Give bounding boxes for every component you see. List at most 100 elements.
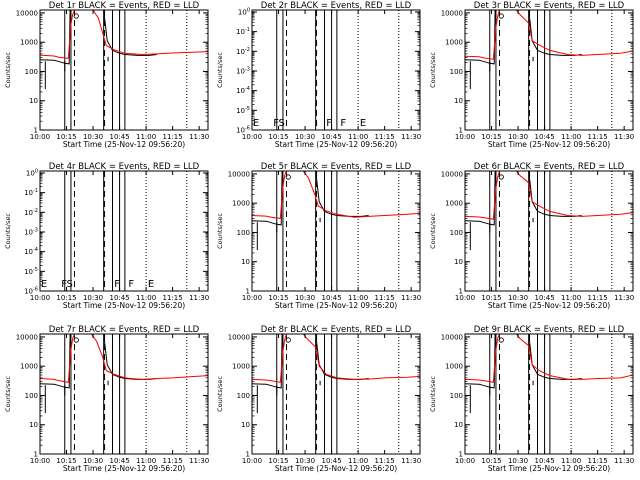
y-tick-label: 10-4 (24, 247, 38, 256)
y-tick-label: 1 (459, 288, 463, 296)
y-tick-exponent: -4 (245, 86, 250, 92)
y-axis-label: Counts/sec (4, 52, 12, 88)
series-lld-red (465, 334, 633, 383)
x-tick-label: 11:00 (348, 133, 368, 141)
marker-circle (285, 174, 291, 180)
series-events-black (465, 334, 582, 389)
x-tick-label: 10:15 (56, 457, 76, 465)
x-tick-label: 10:15 (481, 133, 501, 141)
x-tick-label: 11:15 (588, 457, 608, 465)
y-axis-label: Counts/sec (429, 52, 437, 88)
x-tick-label: 11:15 (588, 133, 608, 141)
y-tick-label: 10-5 (24, 267, 38, 276)
panel-7: Det 7r BLACK = Events, RED = LLD 1 10 100 10… (4, 325, 209, 473)
x-tick-label: 11:30 (401, 294, 421, 302)
x-tick-label: 10:00 (30, 294, 50, 302)
plot-frame (464, 9, 634, 131)
series-lld-red (252, 171, 420, 219)
flag-label: F (114, 279, 120, 290)
series-lld-red (40, 334, 208, 383)
marker-circle (73, 337, 79, 343)
y-tick-label: 10-3 (24, 227, 38, 236)
x-tick-label: 10:30 (508, 457, 528, 465)
y-tick-label: 10000 (228, 170, 250, 178)
y-axis-label: Counts/sec (216, 213, 224, 249)
x-tick-label: 10:45 (321, 133, 341, 141)
flag-label: E (253, 118, 259, 129)
x-tick-label: 11:15 (375, 133, 395, 141)
series-events-black (465, 10, 582, 65)
x-tick-label: 11:15 (163, 133, 183, 141)
plot-frame (464, 170, 634, 292)
x-tick-label: 11:15 (375, 294, 395, 302)
y-tick-label: 10 (241, 421, 250, 429)
x-tick-label: 10:45 (109, 294, 129, 302)
y-tick-label: 10000 (441, 333, 463, 341)
x-tick-label: 10:30 (508, 294, 528, 302)
y-axis-label: Counts/sec (4, 376, 12, 412)
y-tick-label: 10-6 (236, 126, 250, 135)
marker-circle (498, 174, 504, 180)
panel-title: Det 6r BLACK = Events, RED = LLD (474, 162, 625, 172)
panel-title: Det 3r BLACK = Events, RED = LLD (474, 1, 625, 11)
y-tick-label: 10 (29, 421, 38, 429)
x-tick-label: 11:30 (189, 294, 209, 302)
x-tick-label: 10:30 (508, 133, 528, 141)
y-tick-label: 10000 (228, 333, 250, 341)
y-tick-label: 10-5 (236, 106, 250, 115)
x-tick-label: 10:45 (109, 457, 129, 465)
series-events-black (40, 10, 157, 65)
y-tick-label: 10000 (16, 9, 38, 17)
x-tick-label: 10:45 (534, 133, 554, 141)
x-tick-label: 11:15 (163, 294, 183, 302)
plot-frame (464, 333, 634, 455)
x-tick-label: 10:00 (455, 294, 475, 302)
y-tick-exponent: -6 (33, 287, 38, 293)
y-axis-label: Counts/sec (429, 376, 437, 412)
flag-label: S (279, 118, 285, 129)
x-tick-label: 10:00 (455, 133, 475, 141)
x-tick-label: 10:30 (295, 133, 315, 141)
y-tick-label: 10000 (16, 333, 38, 341)
y-tick-label: 100 (237, 392, 250, 400)
y-tick-exponent: -3 (33, 227, 38, 233)
x-axis-label: Start Time (25-Nov-12 09:56:20) (488, 301, 610, 310)
panel-5: Det 5r BLACK = Events, RED = LLD 1 10 100 10… (216, 162, 421, 310)
y-tick-exponent: -4 (33, 247, 38, 253)
flag-label: F (273, 118, 279, 129)
y-axis-label: Counts/sec (216, 376, 224, 412)
x-tick-label: 10:30 (83, 294, 103, 302)
y-tick-label: 10000 (441, 9, 463, 17)
y-tick-exponent: -5 (245, 106, 250, 112)
x-tick-label: 10:15 (268, 457, 288, 465)
y-tick-label: 1000 (232, 363, 250, 371)
y-tick-label: 1 (246, 288, 250, 296)
x-tick-label: 10:45 (321, 294, 341, 302)
x-tick-label: 11:00 (561, 457, 581, 465)
x-tick-label: 10:30 (83, 457, 103, 465)
x-tick-label: 10:30 (83, 133, 103, 141)
x-tick-label: 10:15 (481, 294, 501, 302)
series-lld-red (252, 334, 420, 383)
x-tick-label: 10:45 (109, 133, 129, 141)
x-tick-label: 11:00 (561, 133, 581, 141)
x-axis-label: Start Time (25-Nov-12 09:56:20) (488, 464, 610, 473)
y-tick-label: 1000 (445, 39, 463, 47)
y-tick-label: 100 (237, 229, 250, 237)
y-tick-exponent: -5 (33, 267, 38, 273)
panel-8: Det 8r BLACK = Events, RED = LLD 1 10 100 10… (216, 325, 421, 473)
series-lld-red (465, 10, 633, 60)
y-tick-label: 10 (241, 258, 250, 266)
x-tick-label: 11:30 (614, 457, 634, 465)
y-tick-label: 10-2 (24, 208, 38, 217)
x-tick-label: 10:45 (321, 457, 341, 465)
x-tick-label: 10:00 (30, 133, 50, 141)
x-tick-label: 10:45 (534, 457, 554, 465)
flag-label: F (128, 279, 134, 290)
x-tick-label: 11:15 (588, 294, 608, 302)
x-tick-label: 10:00 (242, 294, 262, 302)
panel-title: Det 5r BLACK = Events, RED = LLD (261, 162, 412, 172)
